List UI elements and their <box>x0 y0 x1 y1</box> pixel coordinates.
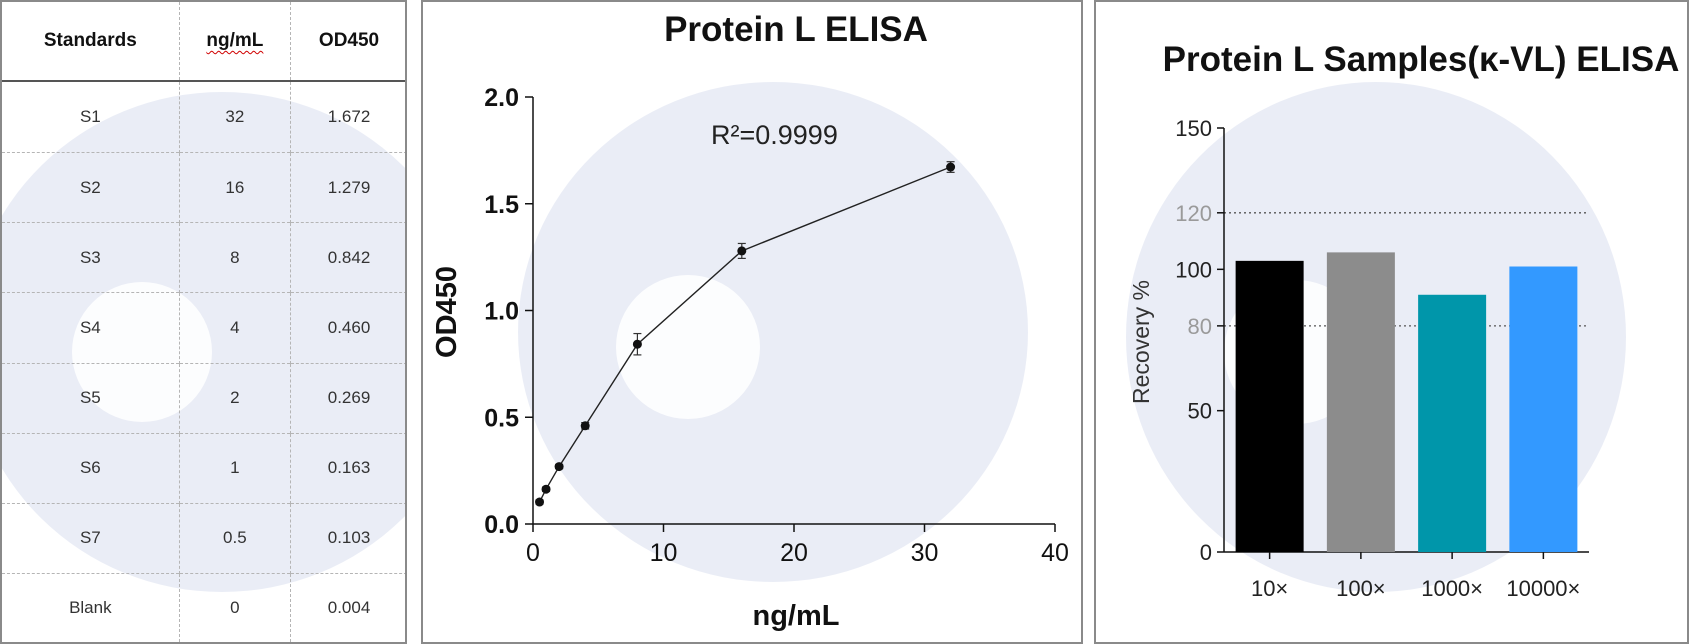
x-tick-label: 0 <box>526 539 540 567</box>
x-tick-label: 1000× <box>1421 576 1483 601</box>
y-axis-label: Recovery % <box>1128 280 1154 404</box>
cell-standard: S2 <box>2 152 180 223</box>
cell-concentration: 0.5 <box>178 502 291 574</box>
cell-od450: 0.163 <box>290 432 405 504</box>
table-row: S6 1 0.163 <box>2 432 405 504</box>
y-tick-label: 120 <box>1175 201 1212 226</box>
cell-concentration: 2 <box>178 362 291 434</box>
data-point <box>946 162 956 172</box>
table-row: S5 2 0.269 <box>2 362 405 434</box>
bar <box>1326 252 1395 552</box>
standards-table-panel: Standards ng/mL OD450 S1 32 1.672 S2 16 1.27… <box>0 0 407 644</box>
chart-title: Protein L Samples(κ-VL) ELISA <box>1163 40 1680 79</box>
chart-title: Protein L ELISA <box>664 10 928 49</box>
x-tick-label: 40 <box>1041 539 1069 567</box>
x-tick-label: 10× <box>1251 576 1288 601</box>
x-axis-label: ng/mL <box>753 600 840 632</box>
table-row: S3 8 0.842 <box>2 222 405 293</box>
y-tick-label: 1.0 <box>484 298 519 326</box>
table-row: S4 4 0.460 <box>2 292 405 364</box>
table-row: Blank 0 0.004 <box>2 572 405 642</box>
x-tick-label: 10 <box>650 539 678 567</box>
bar <box>1418 294 1487 552</box>
y-tick-label: 0.0 <box>484 511 519 539</box>
cell-concentration: 16 <box>178 152 291 223</box>
r-squared-annotation: R²=0.9999 <box>711 120 838 150</box>
y-tick-label: 2.0 <box>484 84 519 112</box>
cell-concentration: 8 <box>178 222 291 293</box>
data-point <box>541 484 551 494</box>
y-tick-label: 0.5 <box>484 404 519 432</box>
cell-od450: 0.269 <box>290 362 405 434</box>
watermark-logo-icon <box>518 82 1028 582</box>
cell-od450: 0.842 <box>290 222 405 293</box>
table-header-row: Standards ng/mL OD450 <box>2 2 405 82</box>
data-point <box>580 421 590 431</box>
standard-curve-panel: Protein L ELISA OD450 ng/mL R²=0.9999 0 1… <box>421 0 1083 644</box>
bar <box>1509 266 1578 552</box>
bar <box>1235 260 1304 552</box>
recovery-chart-panel: Protein L Samples(κ-VL) ELISA Recovery %… <box>1094 0 1689 644</box>
y-tick-label: 150 <box>1175 116 1212 141</box>
chart-marks <box>1235 252 1578 552</box>
cell-od450: 0.103 <box>290 502 405 574</box>
table-row: S2 16 1.279 <box>2 152 405 223</box>
column-header-concentration-text: ng/mL <box>206 30 264 51</box>
table-row: S1 32 1.672 <box>2 80 405 153</box>
cell-concentration: 0 <box>178 572 291 642</box>
cell-standard: S6 <box>2 432 180 504</box>
chart-marks <box>535 161 956 507</box>
cell-concentration: 32 <box>178 80 291 153</box>
data-point <box>554 462 564 472</box>
data-point <box>535 497 545 507</box>
cell-concentration: 1 <box>178 432 291 504</box>
cell-od450: 0.460 <box>290 292 405 364</box>
chart-axes: 0 10 20 30 40 0.0 0.5 1.0 1.5 2.0 <box>484 84 1069 567</box>
x-tick-label: 20 <box>780 539 808 567</box>
cell-standard: Blank <box>2 572 180 642</box>
y-tick-label: 0 <box>1200 540 1212 565</box>
y-tick-label: 1.5 <box>484 191 519 219</box>
cell-od450: 0.004 <box>290 572 405 642</box>
column-header-concentration: ng/mL <box>178 2 291 82</box>
y-tick-label: 50 <box>1188 399 1212 424</box>
recovery-bar-chart: Protein L Samples(κ-VL) ELISA Recovery %… <box>1126 40 1680 601</box>
y-axis-label: OD450 <box>431 266 463 358</box>
standards-table: Standards ng/mL OD450 S1 32 1.672 S2 16 1.27… <box>2 2 405 642</box>
cell-concentration: 4 <box>178 292 291 364</box>
cell-standard: S4 <box>2 292 180 364</box>
cell-standard: S5 <box>2 362 180 434</box>
cell-standard: S3 <box>2 222 180 293</box>
cell-od450: 1.279 <box>290 152 405 223</box>
x-tick-label: 10000× <box>1506 576 1580 601</box>
table-row: S7 0.5 0.103 <box>2 502 405 574</box>
column-header-standards: Standards <box>2 2 180 82</box>
y-tick-label: 100 <box>1175 257 1212 282</box>
x-tick-label: 100× <box>1336 576 1386 601</box>
data-point <box>737 246 747 256</box>
x-tick-label: 30 <box>911 539 939 567</box>
cell-standard: S1 <box>2 80 180 153</box>
data-point <box>632 339 642 349</box>
cell-standard: S7 <box>2 502 180 574</box>
column-header-od450: OD450 <box>290 2 405 82</box>
y-tick-label: 80 <box>1188 314 1212 339</box>
standard-curve-chart: Protein L ELISA OD450 ng/mL R²=0.9999 0 1… <box>431 10 1069 632</box>
cell-od450: 1.672 <box>290 80 405 153</box>
